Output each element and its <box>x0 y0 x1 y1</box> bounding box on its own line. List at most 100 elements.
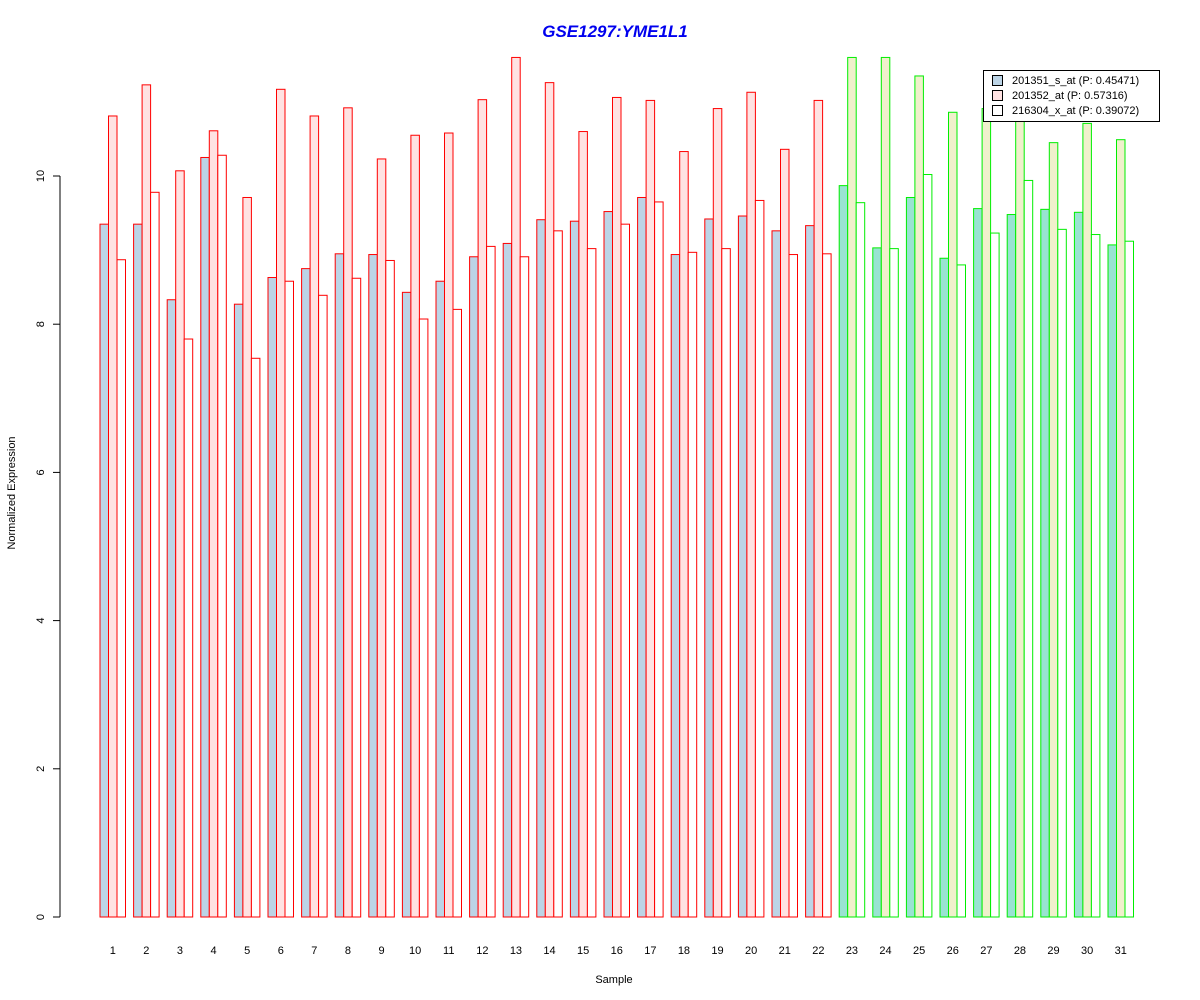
bar-series-1-sample-22 <box>805 225 815 918</box>
bar-series-2-sample-20 <box>746 91 756 918</box>
x-tick-label: 27 <box>980 945 992 957</box>
x-tick-label: 31 <box>1115 945 1127 957</box>
bar-series-1-sample-27 <box>973 208 983 918</box>
bar-series-1-sample-26 <box>939 257 949 918</box>
bar-series-3-sample-22 <box>822 253 832 918</box>
bar-series-3-sample-17 <box>654 201 664 918</box>
bar-series-3-sample-2 <box>150 191 160 918</box>
legend-swatch-icon <box>992 90 1003 101</box>
bar-series-2-sample-10 <box>410 134 420 918</box>
bar-series-3-sample-29 <box>1057 228 1067 918</box>
bar-series-2-sample-18 <box>679 151 689 918</box>
bar-series-1-sample-19 <box>704 218 714 918</box>
bar-series-1-sample-31 <box>1107 244 1117 918</box>
bar-series-3-sample-1 <box>116 259 126 918</box>
bar-series-1-sample-11 <box>435 280 445 918</box>
x-tick-label: 28 <box>1014 945 1026 957</box>
bar-series-2-sample-14 <box>544 82 555 918</box>
legend-swatch-icon <box>992 105 1003 116</box>
bar-series-1-sample-9 <box>368 254 378 918</box>
bar-series-2-sample-29 <box>1048 142 1059 918</box>
x-tick-label: 1 <box>110 945 116 957</box>
bar-series-3-sample-21 <box>788 254 798 918</box>
bar-series-1-sample-2 <box>133 223 143 918</box>
x-tick-label: 8 <box>345 945 351 957</box>
bar-series-2-sample-13 <box>511 56 521 918</box>
bar-series-3-sample-25 <box>922 174 933 918</box>
bar-series-3-sample-23 <box>855 202 866 918</box>
legend-item: 201351_s_at (P: 0.45471) <box>984 73 1159 88</box>
chart-title: GSE1297:YME1L1 <box>542 22 688 41</box>
x-tick-label: 13 <box>510 945 522 957</box>
bar-series-1-sample-17 <box>637 196 647 918</box>
bar-series-1-sample-30 <box>1073 211 1084 918</box>
bar-series-2-sample-28 <box>1015 113 1025 918</box>
x-tick-label: 11 <box>443 945 454 957</box>
bar-series-1-sample-20 <box>737 215 748 918</box>
bar-series-3-sample-15 <box>586 248 597 918</box>
bar-series-2-sample-1 <box>108 115 118 918</box>
bar-series-2-sample-12 <box>477 99 488 918</box>
legend-item: 201352_at (P: 0.57316) <box>984 88 1159 103</box>
bar-series-3-sample-31 <box>1124 240 1134 918</box>
x-tick-label: 4 <box>210 945 216 957</box>
x-axis-label: Sample <box>595 974 632 986</box>
bar-series-3-sample-30 <box>1090 234 1101 918</box>
x-tick-label: 9 <box>378 945 384 957</box>
x-tick-label: 24 <box>879 945 891 957</box>
bar-series-3-sample-20 <box>754 199 765 918</box>
bar-series-3-sample-19 <box>721 248 731 918</box>
bar-series-2-sample-8 <box>343 107 353 918</box>
x-tick-label: 17 <box>644 945 656 957</box>
bar-series-2-sample-19 <box>712 108 723 918</box>
bar-series-3-sample-12 <box>486 245 496 918</box>
y-tick-label: 2 <box>35 766 47 772</box>
bar-series-3-sample-6 <box>284 280 294 918</box>
y-tick-label: 10 <box>35 170 47 182</box>
bar-series-3-sample-14 <box>553 230 563 918</box>
bar-series-3-sample-9 <box>385 259 395 918</box>
bar-series-2-sample-22 <box>813 99 824 918</box>
bar-series-1-sample-5 <box>233 303 244 918</box>
bar-series-2-sample-3 <box>175 170 185 918</box>
bar-series-1-sample-21 <box>771 230 781 918</box>
legend-label: 216304_x_at (P: 0.39072) <box>1012 104 1140 117</box>
bar-series-3-sample-3 <box>183 338 194 918</box>
x-tick-label: 25 <box>913 945 925 957</box>
x-tick-label: 30 <box>1081 945 1093 957</box>
bar-series-2-sample-21 <box>780 148 790 918</box>
bar-series-1-sample-10 <box>401 291 412 918</box>
x-tick-label: 12 <box>476 945 488 957</box>
bar-series-2-sample-31 <box>1116 139 1126 918</box>
bar-series-1-sample-4 <box>200 156 210 918</box>
bar-series-1-sample-14 <box>536 219 546 918</box>
bar-series-1-sample-15 <box>569 220 580 918</box>
x-tick-label: 20 <box>745 945 757 957</box>
x-tick-label: 6 <box>278 945 284 957</box>
bar-series-2-sample-16 <box>612 96 622 918</box>
bar-series-1-sample-8 <box>334 253 345 918</box>
bar-series-3-sample-10 <box>418 318 429 918</box>
bar-series-2-sample-9 <box>376 158 387 918</box>
bar-series-2-sample-25 <box>914 75 924 918</box>
x-tick-label: 14 <box>543 945 555 957</box>
bar-series-1-sample-28 <box>1006 214 1017 918</box>
bar-series-3-sample-18 <box>687 251 698 918</box>
x-tick-label: 7 <box>311 945 317 957</box>
bar-series-3-sample-7 <box>318 294 328 918</box>
bar-series-2-sample-23 <box>847 56 857 918</box>
x-tick-label: 23 <box>846 945 858 957</box>
x-tick-label: 18 <box>678 945 690 957</box>
bar-series-1-sample-23 <box>838 185 849 918</box>
bar-series-3-sample-13 <box>519 256 530 918</box>
bar-series-2-sample-7 <box>309 115 320 918</box>
legend-item: 216304_x_at (P: 0.39072) <box>984 103 1159 118</box>
y-tick-label: 4 <box>35 618 47 624</box>
bar-series-3-sample-8 <box>351 277 362 918</box>
x-tick-label: 22 <box>812 945 824 957</box>
bar-series-1-sample-12 <box>469 256 479 918</box>
y-tick-label: 6 <box>35 469 47 475</box>
x-tick-label: 29 <box>1047 945 1059 957</box>
bar-series-1-sample-13 <box>502 242 513 918</box>
